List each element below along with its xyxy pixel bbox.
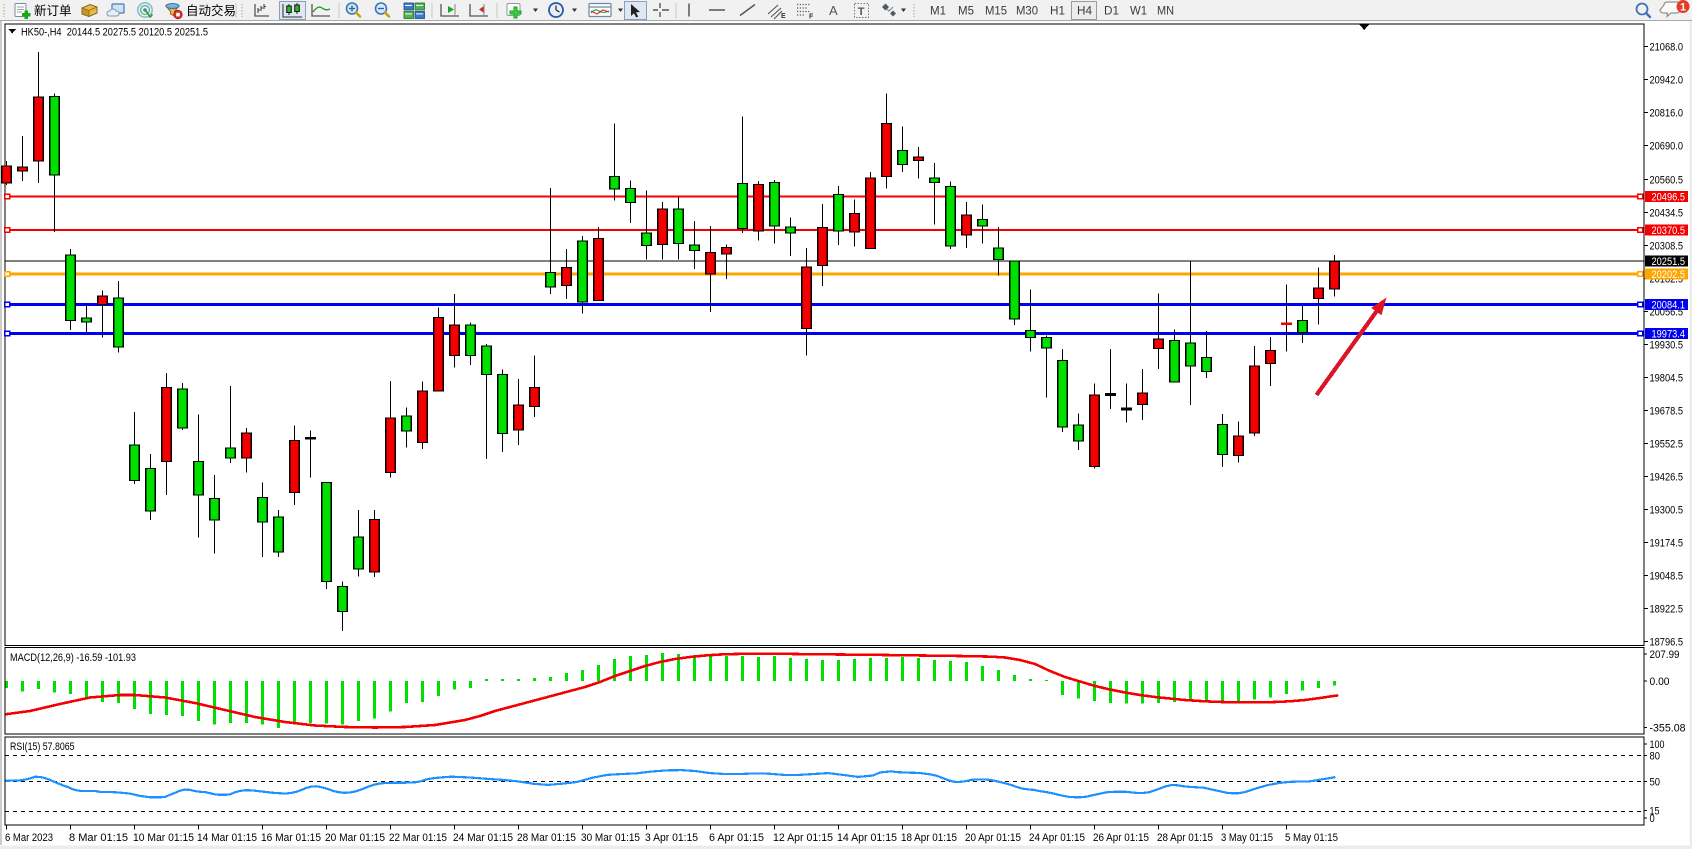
svg-text:19174.5: 19174.5 bbox=[1650, 538, 1684, 550]
svg-text:207.99: 207.99 bbox=[1650, 649, 1680, 661]
svg-text:26 Apr 01:15: 26 Apr 01:15 bbox=[1093, 832, 1149, 844]
svg-text:新订单: 新订单 bbox=[34, 3, 72, 18]
svg-text:16 Mar 01:15: 16 Mar 01:15 bbox=[261, 832, 321, 844]
svg-text:28 Apr 01:15: 28 Apr 01:15 bbox=[1157, 832, 1213, 844]
svg-text:-355.08: -355.08 bbox=[1650, 723, 1686, 735]
svg-text:18 Apr 01:15: 18 Apr 01:15 bbox=[901, 832, 957, 844]
svg-text:19930.5: 19930.5 bbox=[1650, 340, 1684, 352]
svg-text:H4: H4 bbox=[1077, 6, 1093, 18]
svg-text:15: 15 bbox=[1650, 806, 1660, 818]
svg-text:6 Apr 01:15: 6 Apr 01:15 bbox=[709, 832, 764, 844]
svg-text:100: 100 bbox=[1650, 739, 1665, 751]
svg-text:10 Mar 01:15: 10 Mar 01:15 bbox=[133, 832, 194, 844]
svg-text:18796.5: 18796.5 bbox=[1650, 637, 1684, 649]
svg-text:80: 80 bbox=[1650, 751, 1661, 763]
svg-text:3 May 01:15: 3 May 01:15 bbox=[1221, 832, 1273, 844]
svg-text:20202.5: 20202.5 bbox=[1652, 269, 1686, 281]
svg-text:0: 0 bbox=[1650, 813, 1655, 825]
svg-text:1: 1 bbox=[1680, 2, 1686, 14]
svg-text:E: E bbox=[781, 13, 786, 20]
svg-text:19804.5: 19804.5 bbox=[1650, 373, 1684, 385]
svg-text:W1: W1 bbox=[1130, 6, 1147, 18]
svg-text:RSI(15) 57.8065: RSI(15) 57.8065 bbox=[10, 741, 75, 753]
svg-text:20251.5: 20251.5 bbox=[1652, 256, 1686, 268]
svg-text:3 Apr 01:15: 3 Apr 01:15 bbox=[645, 832, 698, 844]
svg-text:20496.5: 20496.5 bbox=[1652, 192, 1686, 204]
svg-text:20308.5: 20308.5 bbox=[1650, 241, 1684, 253]
svg-text:19300.5: 19300.5 bbox=[1650, 505, 1684, 517]
svg-text:M5: M5 bbox=[958, 6, 974, 18]
svg-text:M15: M15 bbox=[985, 6, 1007, 18]
svg-text:F: F bbox=[809, 14, 814, 21]
svg-text:T: T bbox=[858, 6, 865, 18]
svg-text:22 Mar 01:15: 22 Mar 01:15 bbox=[389, 832, 447, 844]
svg-text:20560.5: 20560.5 bbox=[1650, 175, 1684, 187]
svg-text:MACD(12,26,9) -16.59 -101.93: MACD(12,26,9) -16.59 -101.93 bbox=[10, 652, 136, 664]
svg-text:MN: MN bbox=[1157, 6, 1174, 18]
svg-text:19552.5: 19552.5 bbox=[1650, 439, 1684, 451]
svg-text:20942.0: 20942.0 bbox=[1650, 75, 1684, 87]
svg-text:18922.5: 18922.5 bbox=[1650, 604, 1684, 616]
svg-text:19973.4: 19973.4 bbox=[1652, 329, 1686, 341]
svg-text:8 Mar 01:15: 8 Mar 01:15 bbox=[69, 832, 128, 844]
svg-text:12 Apr 01:15: 12 Apr 01:15 bbox=[773, 832, 833, 844]
svg-text:14 Mar 01:15: 14 Mar 01:15 bbox=[197, 832, 257, 844]
svg-text:6 Mar 2023: 6 Mar 2023 bbox=[5, 832, 53, 844]
svg-text:自动交易: 自动交易 bbox=[186, 3, 236, 18]
svg-text:H1: H1 bbox=[1050, 6, 1065, 18]
svg-text:HK50-,H4 20144.5 20275.5 2012: HK50-,H4 20144.5 20275.5 20120.5 20251.5 bbox=[21, 27, 208, 39]
svg-text:20434.5: 20434.5 bbox=[1650, 208, 1684, 220]
svg-text:21068.0: 21068.0 bbox=[1650, 42, 1684, 54]
svg-text:A: A bbox=[829, 3, 838, 18]
svg-text:0.00: 0.00 bbox=[1650, 676, 1670, 688]
svg-text:24 Mar 01:15: 24 Mar 01:15 bbox=[453, 832, 513, 844]
svg-text:30 Mar 01:15: 30 Mar 01:15 bbox=[581, 832, 640, 844]
svg-text:14 Apr 01:15: 14 Apr 01:15 bbox=[837, 832, 897, 844]
svg-text:19048.5: 19048.5 bbox=[1650, 571, 1684, 583]
svg-text:20084.1: 20084.1 bbox=[1652, 300, 1686, 312]
svg-text:D1: D1 bbox=[1104, 6, 1119, 18]
svg-text:M30: M30 bbox=[1016, 6, 1038, 18]
svg-text:19678.5: 19678.5 bbox=[1650, 406, 1684, 418]
svg-text:20370.5: 20370.5 bbox=[1652, 225, 1686, 237]
svg-text:28 Mar 01:15: 28 Mar 01:15 bbox=[517, 832, 576, 844]
svg-text:20 Mar 01:15: 20 Mar 01:15 bbox=[325, 832, 385, 844]
svg-text:M1: M1 bbox=[930, 6, 946, 18]
svg-text:50: 50 bbox=[1650, 777, 1661, 789]
svg-text:20 Apr 01:15: 20 Apr 01:15 bbox=[965, 832, 1021, 844]
svg-text:20816.0: 20816.0 bbox=[1650, 108, 1684, 120]
svg-text:24 Apr 01:15: 24 Apr 01:15 bbox=[1029, 832, 1085, 844]
svg-text:19426.5: 19426.5 bbox=[1650, 472, 1684, 484]
svg-text:20690.0: 20690.0 bbox=[1650, 141, 1684, 153]
svg-text:5 May 01:15: 5 May 01:15 bbox=[1285, 832, 1338, 844]
